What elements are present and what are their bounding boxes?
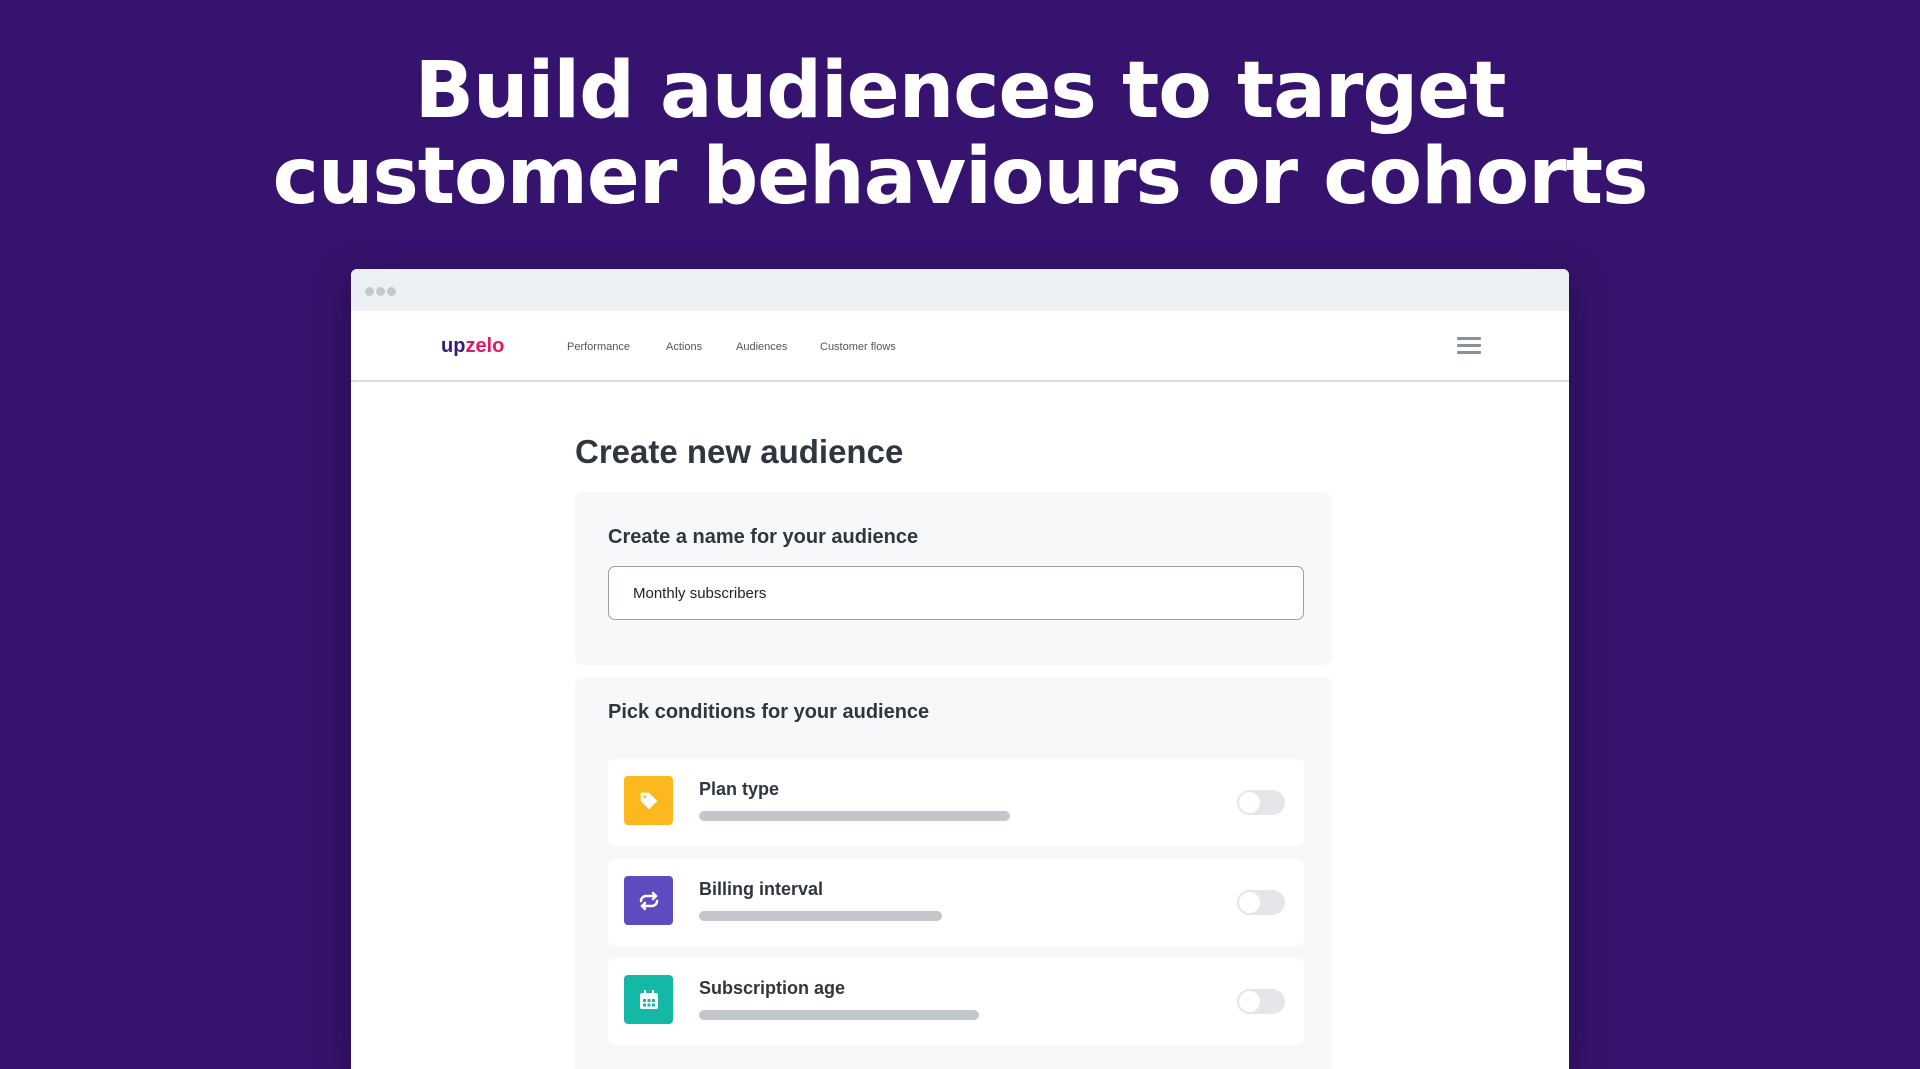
condition-row-billing-interval[interactable]: Billing interval	[608, 859, 1304, 946]
subscription-age-toggle[interactable]	[1237, 989, 1285, 1014]
repeat-icon	[624, 876, 673, 925]
placeholder-bar	[699, 911, 942, 921]
window-dot-icon	[376, 287, 385, 296]
page-title: Create new audience	[575, 433, 904, 470]
condition-label: Plan type	[699, 779, 780, 799]
headline: Build audiences to target customer behav…	[0, 48, 1920, 220]
conditions-card: Pick conditions for your audience Plan t…	[575, 677, 1332, 1069]
calendar-icon	[624, 975, 673, 1024]
nav-audiences[interactable]: Audiences	[736, 341, 788, 353]
condition-label: Subscription age	[699, 978, 846, 998]
condition-row-subscription-age[interactable]: Subscription age	[608, 958, 1304, 1045]
nav-performance[interactable]: Performance	[567, 341, 630, 353]
nav-customer-flows[interactable]: Customer flows	[820, 341, 896, 353]
audience-name-input[interactable]: Monthly subscribers	[608, 566, 1304, 620]
condition-label: Billing interval	[699, 879, 824, 899]
browser-window: upzelo Performance Actions Audiences Cus…	[351, 269, 1569, 1069]
condition-row-plan-type[interactable]: Plan type	[608, 759, 1304, 846]
logo[interactable]: upzelo	[441, 335, 505, 357]
title-bar	[351, 269, 1569, 311]
placeholder-bar	[699, 811, 1010, 821]
conditions-label: Pick conditions for your audience	[608, 701, 930, 723]
window-dot-icon	[365, 287, 374, 296]
headline-line-1: Build audiences to target	[414, 46, 1507, 136]
plan-type-toggle[interactable]	[1237, 790, 1285, 815]
tag-icon	[624, 776, 673, 825]
hamburger-menu-icon[interactable]	[1457, 337, 1481, 355]
top-nav: upzelo Performance Actions Audiences Cus…	[351, 311, 1569, 382]
window-dot-icon	[387, 287, 396, 296]
name-card: Create a name for your audience Monthly …	[575, 492, 1332, 665]
billing-interval-toggle[interactable]	[1237, 890, 1285, 915]
name-label: Create a name for your audience	[608, 526, 919, 548]
nav-actions[interactable]: Actions	[666, 341, 703, 353]
headline-line-2: customer behaviours or cohorts	[272, 132, 1649, 222]
placeholder-bar	[699, 1010, 979, 1020]
